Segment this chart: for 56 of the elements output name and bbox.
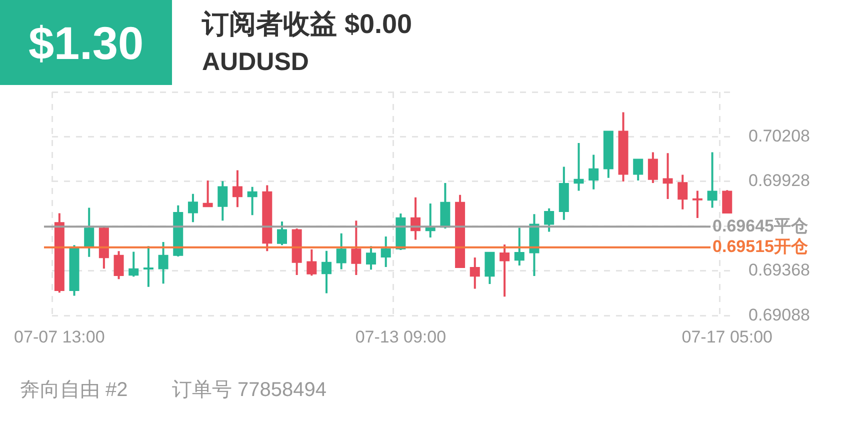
candlestick xyxy=(618,112,628,182)
candlestick xyxy=(603,130,614,178)
candlestick xyxy=(69,245,80,296)
x-tick-label: 07-13 09:00 xyxy=(355,327,446,346)
candlestick xyxy=(588,154,599,190)
candlestick xyxy=(692,190,702,218)
candlestick xyxy=(114,251,124,280)
candlestick xyxy=(558,166,569,220)
candlestick xyxy=(336,233,346,270)
candlestick xyxy=(470,257,480,289)
candlestick xyxy=(306,249,317,276)
candlestick xyxy=(292,228,302,276)
candlestick xyxy=(351,220,362,276)
candlestick xyxy=(648,152,658,184)
candlestick xyxy=(544,208,554,232)
y-tick-label: 0.69088 xyxy=(748,305,810,324)
chart-title: 订阅者收益 $0.00 xyxy=(202,8,412,41)
candlestick xyxy=(276,222,287,246)
candlestick xyxy=(678,174,688,210)
candlestick xyxy=(128,252,139,277)
candlestick xyxy=(143,246,154,287)
candlestick xyxy=(173,205,184,257)
candlestick xyxy=(662,153,673,200)
chart-subtitle: AUDUSD xyxy=(202,48,309,77)
text: 订单号 77858494 xyxy=(172,378,327,403)
candlestick xyxy=(484,252,495,284)
y-tick-label: 0.70208 xyxy=(748,126,810,146)
text: $1.30 xyxy=(0,0,172,85)
candlestick xyxy=(218,181,228,221)
candlestick xyxy=(633,158,644,180)
candlestick xyxy=(440,183,450,229)
candlestick xyxy=(188,194,198,222)
candlestick xyxy=(247,186,258,216)
candlestick xyxy=(202,180,213,208)
candlestick xyxy=(455,194,466,268)
candlestick xyxy=(262,185,272,252)
candlestick xyxy=(158,242,168,284)
candlestick xyxy=(707,152,718,208)
ref-line-label: 0.69515开仓 xyxy=(712,237,809,256)
candlestick xyxy=(84,208,94,257)
candlestick xyxy=(98,226,109,269)
candlestick xyxy=(366,246,376,270)
text: 奔向自由 #2 xyxy=(20,378,128,403)
candlestick xyxy=(322,250,332,294)
x-tick-label: 07-17 05:00 xyxy=(682,327,773,346)
ref-line-label: 0.69645平仓 xyxy=(712,216,809,236)
candlestick xyxy=(574,142,584,191)
candlestick xyxy=(514,228,524,266)
candlestick xyxy=(722,190,732,214)
candlestick xyxy=(232,170,242,208)
y-tick-label: 0.69368 xyxy=(748,260,810,280)
candlestick xyxy=(54,213,64,293)
candlestick xyxy=(380,236,391,268)
candlestick xyxy=(500,244,510,297)
y-tick-label: 0.69928 xyxy=(748,171,810,190)
x-tick-label: 07-07 13:00 xyxy=(14,327,105,346)
